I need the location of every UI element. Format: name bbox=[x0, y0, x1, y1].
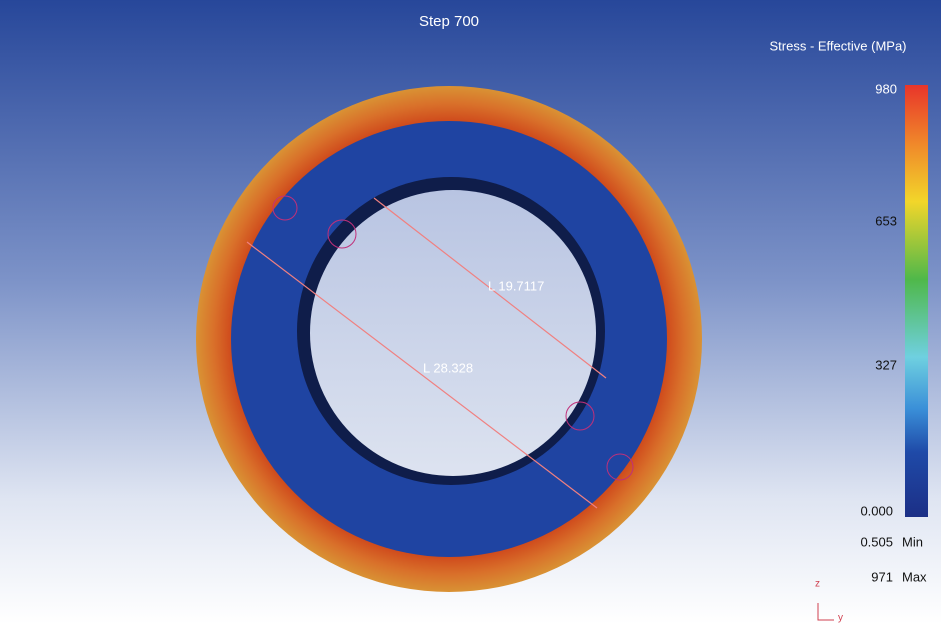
legend-tick: 327 bbox=[875, 357, 897, 372]
max-value: 971 bbox=[871, 569, 893, 584]
measure-label: L 28.328 bbox=[423, 360, 473, 375]
legend-tick: 0.000 bbox=[860, 503, 893, 518]
viewport: Step 700 L 19.7117 L 28.328 Stress - Eff… bbox=[0, 0, 941, 624]
min-value: 0.505 bbox=[860, 534, 893, 549]
max-label: Max bbox=[902, 569, 927, 584]
legend-tick: 980 bbox=[875, 81, 897, 96]
step-title: Step 700 bbox=[419, 13, 479, 30]
axis-label: y bbox=[838, 613, 843, 624]
hole bbox=[310, 190, 596, 476]
min-label: Min bbox=[902, 534, 923, 549]
axis-label: z bbox=[815, 579, 820, 590]
color-bar bbox=[905, 85, 928, 517]
measure-label: L 19.7117 bbox=[488, 278, 544, 293]
legend-tick: 653 bbox=[875, 213, 897, 228]
legend-title: Stress - Effective (MPa) bbox=[769, 38, 906, 53]
page: Step 700 L 19.7117 L 28.328 Stress - Eff… bbox=[0, 0, 941, 624]
